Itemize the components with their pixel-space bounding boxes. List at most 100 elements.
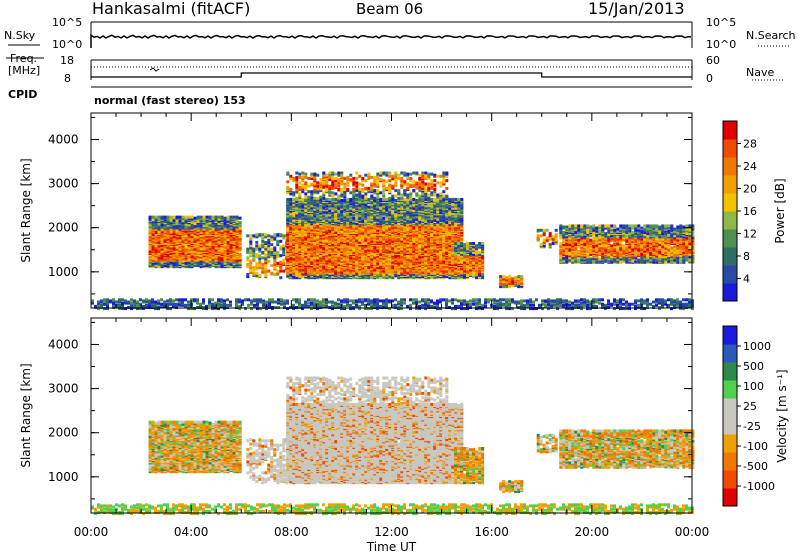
power-cell (169, 264, 173, 268)
power-cell (157, 215, 161, 219)
power-cell (292, 197, 296, 201)
freq-ytick-left-top: 18 (60, 54, 74, 67)
power-cell (255, 264, 259, 268)
power-cell (279, 265, 283, 269)
power-cell (276, 253, 280, 257)
noise-ytick-left-top: 10^5 (52, 16, 82, 29)
power-cell (273, 272, 277, 276)
power-cell (172, 232, 176, 236)
power-cell (238, 242, 242, 245)
power-cell (282, 252, 286, 255)
power-cell (249, 244, 253, 248)
power-cell (261, 263, 265, 266)
power-cell (175, 243, 179, 247)
power-cell (166, 244, 170, 248)
power-cell (252, 271, 256, 275)
power-cell (148, 228, 152, 232)
power-cell (273, 246, 277, 250)
power-cell (196, 260, 200, 264)
power-cell (273, 233, 277, 237)
power-cell (154, 264, 158, 268)
power-cell (331, 197, 335, 201)
power-cell (148, 215, 152, 219)
power-cell (181, 226, 185, 230)
power-cell (226, 229, 230, 233)
power-cell (264, 253, 268, 257)
power-cell (270, 247, 274, 251)
power-cell (175, 245, 179, 249)
power-cell (226, 215, 230, 219)
power-cell (301, 252, 305, 255)
power-cell (301, 197, 305, 201)
power-cell (160, 232, 164, 236)
power-cell (151, 221, 155, 225)
power-cell (258, 254, 262, 258)
power-cell (252, 254, 256, 258)
freq-ytick-right-bottom: 0 (706, 72, 713, 85)
power-cell (279, 276, 283, 280)
power-cell (421, 197, 425, 201)
power-cell (217, 265, 221, 269)
power-cell (340, 199, 344, 202)
power-cell (154, 236, 158, 240)
power-cell (223, 243, 227, 247)
power-cell (246, 263, 250, 266)
power-cell (282, 234, 286, 238)
power-cell (157, 248, 161, 252)
power-cell (181, 215, 185, 219)
power-cell (211, 227, 215, 231)
power-cell (238, 216, 242, 220)
power-cell (249, 234, 253, 238)
power-cell (238, 253, 242, 257)
power-cell (295, 253, 299, 257)
power-cell (276, 243, 280, 247)
power-cell (181, 254, 185, 258)
power-cell (220, 215, 224, 219)
power-cell (169, 215, 173, 219)
power-cell (289, 272, 293, 276)
power-cell (298, 220, 302, 223)
power-cell (264, 256, 268, 260)
power-cell (367, 205, 371, 209)
power-cell (264, 235, 268, 239)
power-cell (238, 221, 242, 225)
power-cell (172, 246, 176, 250)
power-cell (184, 232, 188, 236)
power-cell (292, 253, 296, 257)
power-cell (199, 257, 203, 261)
power-cell (199, 225, 203, 229)
power-cell (246, 256, 250, 260)
power-cell (355, 268, 359, 272)
power-cell (235, 227, 239, 231)
power-cell (190, 257, 194, 261)
power-cell (286, 236, 290, 240)
power-cell (258, 266, 262, 270)
power-cell (181, 233, 185, 237)
power-cell (211, 246, 215, 250)
power-cell (160, 215, 164, 219)
power-cell (255, 244, 259, 248)
power-cell (205, 215, 209, 219)
power-cell (282, 244, 286, 248)
power-cell (261, 266, 265, 270)
power-cell (267, 234, 271, 238)
power-cell (163, 215, 167, 219)
power-cell (172, 215, 176, 219)
power-cell (325, 197, 329, 201)
power-cell (282, 236, 286, 240)
power-cell (397, 271, 401, 275)
power-cell (264, 269, 268, 273)
power-cell (264, 233, 268, 237)
power-cell (166, 215, 170, 219)
power-cell (252, 247, 256, 251)
power-cell (154, 215, 158, 219)
power-cell (367, 197, 371, 201)
power-cell (301, 215, 305, 219)
power-cell (226, 240, 230, 244)
power-cell (187, 240, 191, 244)
power-cell (264, 267, 268, 271)
power-cell (394, 199, 398, 202)
power-cell (172, 249, 176, 253)
power-cell (187, 225, 191, 229)
power-cell (286, 197, 290, 201)
